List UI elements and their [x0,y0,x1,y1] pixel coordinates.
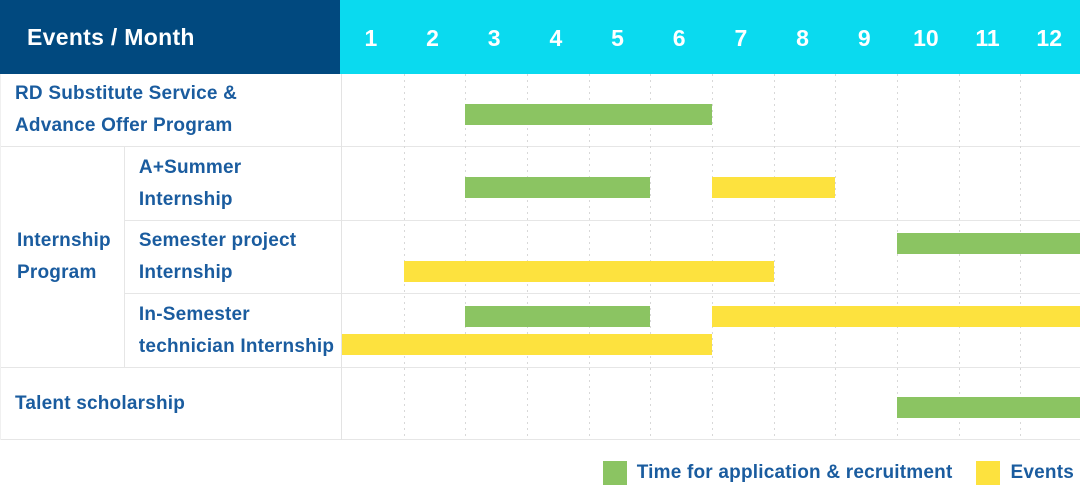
chart-legend: Time for application & recruitment Event… [0,461,1080,485]
month-label-12: 12 [1036,25,1063,51]
month-label-11: 11 [975,25,1000,51]
row-label-rd-substitute-service: RD Substitute Service & Advance Offer Pr… [15,83,238,136]
table-row: Semester project Internship [124,221,1080,294]
timeline-cell [341,368,1080,439]
legend-swatch-green [602,461,627,485]
row-label-talent-scholarship: Talent scholarship [15,392,186,414]
month-label-5: 5 [611,25,624,51]
table-row: RD Substitute Service & Advance Offer Pr… [1,74,1080,147]
month-label-9: 9 [857,25,871,51]
table-header-title: Events / Month [0,0,340,74]
month-label-3: 3 [487,25,501,51]
internship-program-subrows: A+Summer Internship Semester project Int… [124,147,1080,367]
group-label-internship-program: Internship Program [1,147,125,367]
table-row: Talent scholarship [1,368,1080,440]
legend-label: Time for application & recruitment [636,462,953,483]
month-label-8: 8 [796,25,809,51]
gantt-table-body: RD Substitute Service & Advance Offer Pr… [0,74,1080,440]
legend-label: Events [1010,462,1074,483]
timeline-cell [341,147,1080,220]
legend-item-application-recruitment: Time for application & recruitment [602,461,953,485]
timeline-cell [341,221,1080,293]
month-label-4: 4 [549,25,563,51]
table-row: In-Semester technician Internship [125,294,1080,367]
table-header-row: Events / Month 1 2 3 4 5 6 7 8 9 10 11 12 [0,0,1080,74]
row-label-semester-project-internship: Semester project Internship [138,230,297,283]
legend-item-events: Events [976,461,1074,485]
month-label-7: 7 [734,25,748,51]
month-label-6: 6 [672,25,686,51]
month-label-1: 1 [364,25,378,51]
row-label-in-semester-technician-internship: In-Semester technician Internship [138,303,335,357]
internship-program-group: Internship Program A+Summer Internship S… [1,147,1080,368]
table-row: A+Summer Internship [124,147,1080,221]
timeline-cell [341,74,1080,146]
timeline-cell [341,294,1080,367]
month-label-10: 10 [913,25,939,51]
month-header-row: 1 2 3 4 5 6 7 8 9 10 11 12 [340,0,1080,74]
row-label-a-summer-internship: A+Summer Internship [138,156,242,210]
month-label-2: 2 [426,25,439,51]
legend-swatch-yellow [976,461,1001,485]
